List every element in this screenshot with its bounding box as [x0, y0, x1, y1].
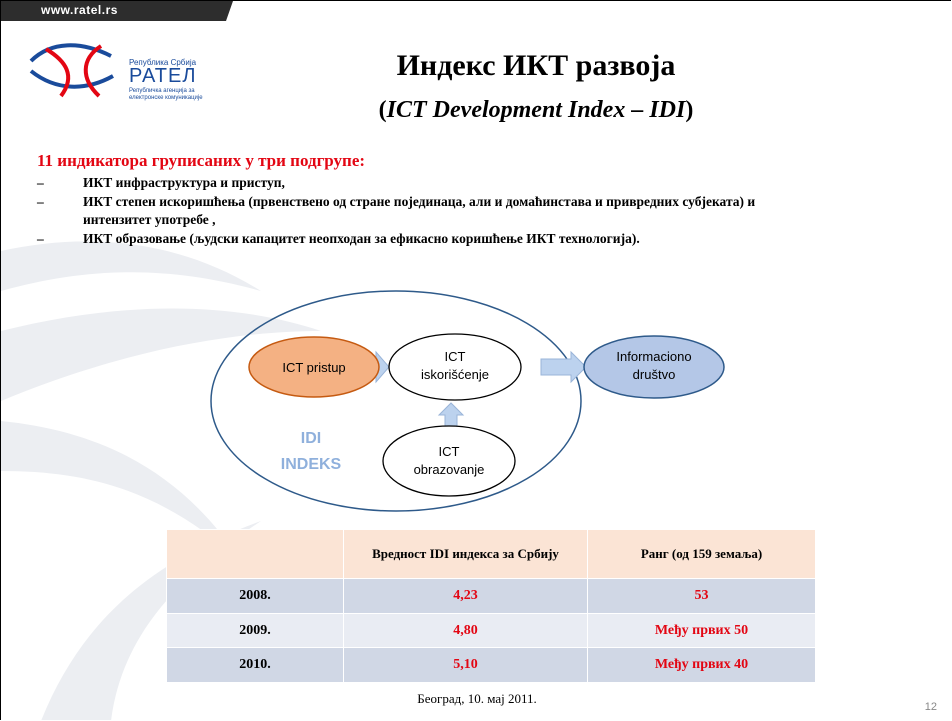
header-cell: Вредност IDI индекса за Србију [343, 529, 588, 579]
bullet-text: ИКТ степен искоришћења (првенствено од с… [83, 194, 756, 227]
logo-name: РАТЕЛ [129, 65, 197, 87]
table-row: 2009. 4,80 Међу првих 50 [166, 613, 816, 648]
value-cell: Међу првих 40 [587, 647, 816, 683]
subtitle-text: ICT Development Index – IDI [386, 97, 686, 123]
value-cell: 53 [587, 578, 816, 614]
value-cell: 4,80 [343, 613, 588, 648]
bullet: – ИКТ инфраструктура и приступ, [37, 174, 897, 192]
url: www.ratel.rs [41, 3, 118, 17]
value-cell: Међу првих 50 [587, 613, 816, 648]
node-label: ICT [439, 444, 460, 459]
marker: – [37, 194, 44, 209]
year-cell: 2010. [166, 647, 344, 683]
bullet-text: ИКТ образовање (људски капацитет неопход… [83, 231, 640, 246]
node [382, 425, 516, 497]
node-label: društvo [633, 367, 676, 382]
background-swirl [1, 241, 321, 720]
value-cell: 5,10 [343, 647, 588, 683]
header-bar [1, 1, 233, 21]
node-label: Informaciono [616, 349, 691, 364]
node [583, 335, 725, 399]
node [248, 336, 380, 398]
title: Индекс ИКТ развоја [396, 49, 676, 82]
bullet: – ИКТ образовање (људски капацитет неопхо… [37, 230, 897, 248]
year-cell: 2008. [166, 578, 344, 614]
logo-text: Република Србија [129, 58, 197, 67]
value-cell: 4,23 [343, 578, 588, 614]
year-cell: 2009. [166, 613, 344, 648]
logo-text: Републичка агенција за [129, 88, 195, 94]
marker: – [37, 231, 44, 246]
bullet: – ИКТ степен искоришћења (првенствено од … [37, 193, 817, 229]
marker: – [37, 175, 44, 190]
subtitle: (ICT Development Index – IDI) [301, 97, 771, 124]
page-number: 12 [924, 701, 937, 713]
heading: 11 индикатора груписаних у три подгрупе: [37, 151, 366, 170]
node [388, 333, 522, 401]
node-label: obrazovanje [414, 462, 485, 477]
paren: ) [685, 97, 694, 123]
paren: ( [378, 97, 387, 123]
group-label: IDI [301, 430, 321, 447]
header-cell [166, 529, 344, 579]
logo-text: електронске комуникације [129, 95, 203, 101]
table: Вредност IDI индекса за Србију Ранг (од … [166, 529, 816, 683]
group-label: INDEKS [281, 456, 342, 473]
node-label: ICT [445, 349, 466, 364]
header-cell: Ранг (од 159 земаља) [587, 529, 816, 579]
node-label: iskorišćenje [421, 367, 489, 382]
idi-group [210, 290, 582, 512]
table-row: 2008. 4,23 53 [166, 578, 816, 614]
bullet-text: ИКТ инфраструктура и приступ, [83, 175, 285, 190]
header-text: Вредност IDI индекса за Србију [372, 546, 559, 561]
node-label: ICT pristup [282, 360, 345, 375]
logo-mark [29, 43, 114, 98]
footer: Београд, 10. мај 2011. [417, 691, 537, 706]
table-row: 2010. 5,10 Међу првих 40 [166, 647, 816, 683]
header-row: Вредност IDI индекса за Србију Ранг (од … [166, 529, 816, 579]
